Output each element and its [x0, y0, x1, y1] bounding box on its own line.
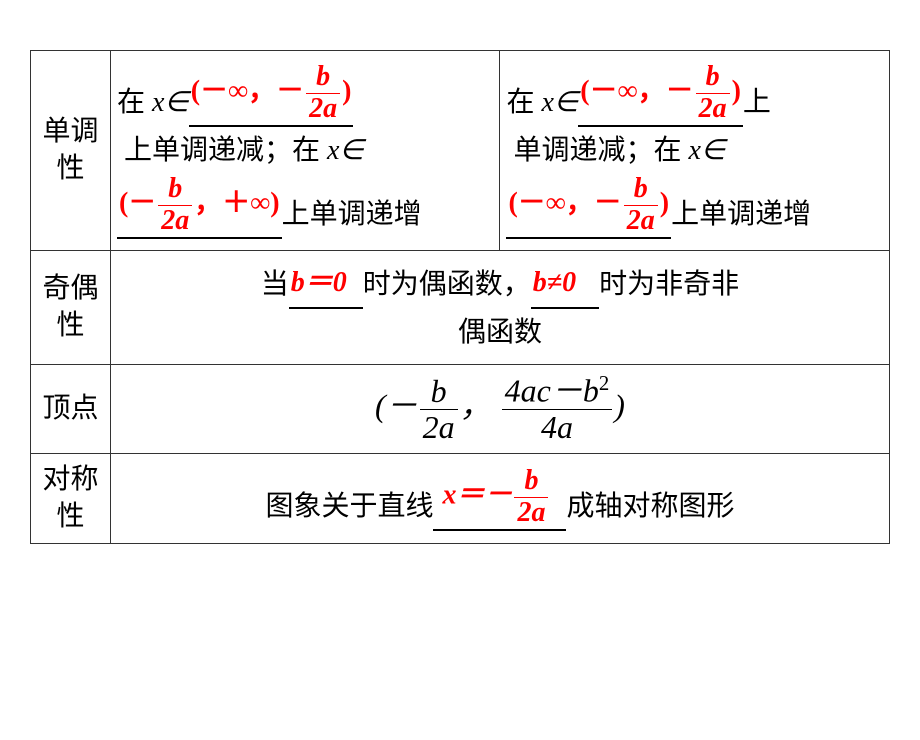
- row-symmetry: 对称 性 图象关于直线 x＝－b2a 成轴对称图形: [31, 454, 890, 544]
- denominator: 2a: [624, 206, 658, 237]
- fraction: b2a: [696, 62, 730, 125]
- fraction: b2a: [420, 374, 458, 445]
- fill-prefix: x＝－: [442, 480, 512, 511]
- numerator: b: [158, 174, 192, 206]
- text: 在: [506, 87, 541, 118]
- label-parity: 奇偶 性: [31, 251, 111, 365]
- row-monotonicity: 单调 性 在 x∈(－∞，－b2a) 上单调递减；在 x∈ (－b2a，＋∞)上…: [31, 51, 890, 251]
- label-text: 性: [56, 310, 84, 341]
- mono-left-cell: 在 x∈(－∞，－b2a) 上单调递减；在 x∈ (－b2a，＋∞)上单调递增: [110, 51, 500, 251]
- text: 时为非奇非: [599, 269, 739, 300]
- fraction: 4ac－b24a: [502, 373, 613, 445]
- text: 在: [117, 87, 152, 118]
- num-base: 4ac－b: [505, 373, 599, 409]
- blank-interval: (－∞，－b2a): [506, 174, 671, 239]
- numerator: 4ac－b2: [502, 373, 613, 410]
- row-vertex: 顶点 (－b2a， 4ac－b24a): [31, 365, 890, 454]
- denominator: 2a: [696, 94, 730, 125]
- comma: ，: [460, 388, 492, 424]
- label-monotonicity: 单调 性: [31, 51, 111, 251]
- vertex-close: ): [614, 388, 625, 424]
- blank-interval: (－b2a，＋∞): [117, 174, 282, 239]
- label-symmetry: 对称 性: [31, 454, 111, 544]
- fill: b≠0: [533, 267, 576, 298]
- text: 图象关于直线: [265, 491, 433, 522]
- interval-close: ): [732, 76, 741, 107]
- label-text: 性: [56, 501, 84, 532]
- math-x-in: x∈: [688, 135, 725, 166]
- text: 上: [743, 87, 771, 118]
- denominator: 4a: [502, 410, 613, 445]
- page: 单调 性 在 x∈(－∞，－b2a) 上单调递减；在 x∈ (－b2a，＋∞)上…: [0, 50, 920, 740]
- text: 上单调递增: [671, 199, 811, 230]
- math-x-in: x∈: [152, 87, 189, 118]
- properties-table: 单调 性 在 x∈(－∞，－b2a) 上单调递减；在 x∈ (－b2a，＋∞)上…: [30, 50, 890, 544]
- label-text: 单调: [42, 116, 98, 147]
- denominator: 2a: [514, 498, 548, 529]
- fraction: b2a: [624, 174, 658, 237]
- blank-interval: (－∞，－b2a): [578, 62, 743, 127]
- text: 上单调递减；在: [124, 135, 327, 166]
- text: 偶函数: [458, 317, 542, 348]
- math-x-in: x∈: [541, 87, 578, 118]
- denominator: 2a: [158, 206, 192, 237]
- text: 当: [261, 269, 289, 300]
- interval-open: (－: [119, 188, 156, 219]
- interval-close: ): [342, 76, 351, 107]
- denominator: 2a: [420, 410, 458, 445]
- text: 上单调递增: [282, 199, 422, 230]
- parity-cell: 当b＝0 时为偶函数，b≠0 时为非奇非 偶函数: [110, 251, 889, 365]
- mono-right-cell: 在 x∈(－∞，－b2a)上 单调递减；在 x∈ (－∞，－b2a)上单调递增: [500, 51, 890, 251]
- blank: x＝－b2a: [433, 466, 566, 531]
- math-x-in: x∈: [327, 135, 364, 166]
- blank: b＝0: [289, 259, 363, 309]
- label-text: 性: [56, 153, 84, 184]
- numerator: b: [306, 62, 340, 94]
- numerator: b: [696, 62, 730, 94]
- numerator: b: [420, 374, 458, 410]
- label-text: 对称: [42, 464, 98, 495]
- interval-open: (－∞，－: [580, 76, 693, 107]
- text: 时为偶函数，: [363, 269, 531, 300]
- blank: b≠0: [531, 259, 599, 309]
- label-vertex: 顶点: [31, 365, 111, 454]
- num-sup: 2: [599, 372, 609, 395]
- interval-close: ): [660, 188, 669, 219]
- text: 单调递减；在: [513, 135, 688, 166]
- fraction: b2a: [514, 466, 548, 529]
- symmetry-cell: 图象关于直线 x＝－b2a 成轴对称图形: [110, 454, 889, 544]
- fraction: b2a: [306, 62, 340, 125]
- label-text: 顶点: [42, 393, 98, 424]
- interval-open: (－∞，－: [508, 188, 621, 219]
- denominator: 2a: [306, 94, 340, 125]
- fraction: b2a: [158, 174, 192, 237]
- vertex-open: (－: [375, 388, 418, 424]
- numerator: b: [514, 466, 548, 498]
- vertex-cell: (－b2a， 4ac－b24a): [110, 365, 889, 454]
- interval-close: ，＋∞): [194, 188, 279, 219]
- interval-open: (－∞，－: [191, 76, 304, 107]
- blank-interval: (－∞，－b2a): [189, 62, 354, 127]
- numerator: b: [624, 174, 658, 206]
- text: 成轴对称图形: [566, 491, 734, 522]
- label-text: 奇偶: [42, 273, 98, 304]
- row-parity: 奇偶 性 当b＝0 时为偶函数，b≠0 时为非奇非 偶函数: [31, 251, 890, 365]
- fill: b＝0: [291, 267, 347, 298]
